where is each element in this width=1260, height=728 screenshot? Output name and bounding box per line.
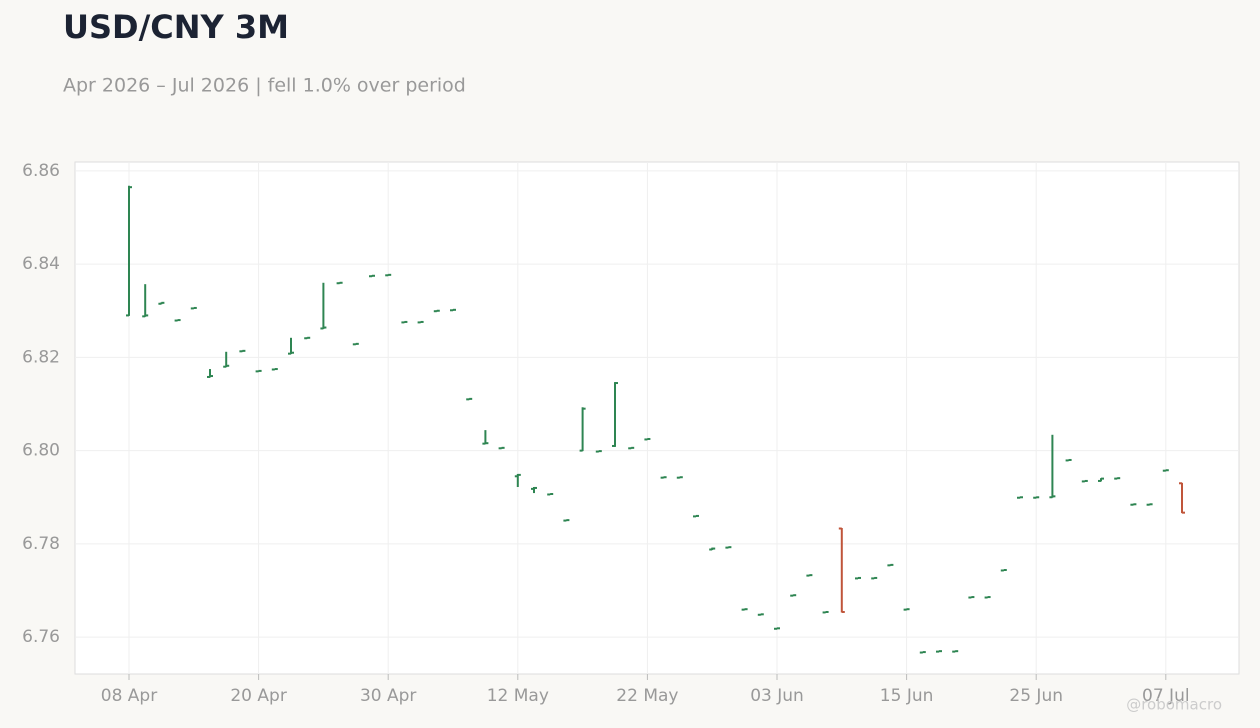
chart-subtitle: Apr 2026 – Jul 2026 | fell 1.0% over per…: [63, 75, 466, 97]
plot-area: [74, 161, 1240, 675]
x-tick-label: 20 Apr: [230, 686, 286, 706]
x-tick-label: 12 May: [487, 686, 549, 706]
chart-title: USD/CNY 3M: [63, 8, 289, 46]
y-tick-label: 6.80: [22, 441, 60, 461]
watermark: @robomacro: [1126, 696, 1222, 714]
x-tick-label: 30 Apr: [360, 686, 416, 706]
x-tick-label: 08 Apr: [101, 686, 157, 706]
y-tick-label: 6.86: [22, 161, 60, 181]
y-tick-label: 6.76: [22, 627, 60, 647]
x-tick-label: 15 Jun: [880, 686, 934, 706]
y-tick-label: 6.78: [22, 534, 60, 554]
y-tick-label: 6.84: [22, 254, 60, 274]
x-tick-label: 07 Jul: [1142, 686, 1190, 706]
x-tick-label: 25 Jun: [1009, 686, 1063, 706]
x-tick-label: 22 May: [616, 686, 678, 706]
y-tick-label: 6.82: [22, 347, 60, 367]
x-tick-label: 03 Jun: [750, 686, 804, 706]
